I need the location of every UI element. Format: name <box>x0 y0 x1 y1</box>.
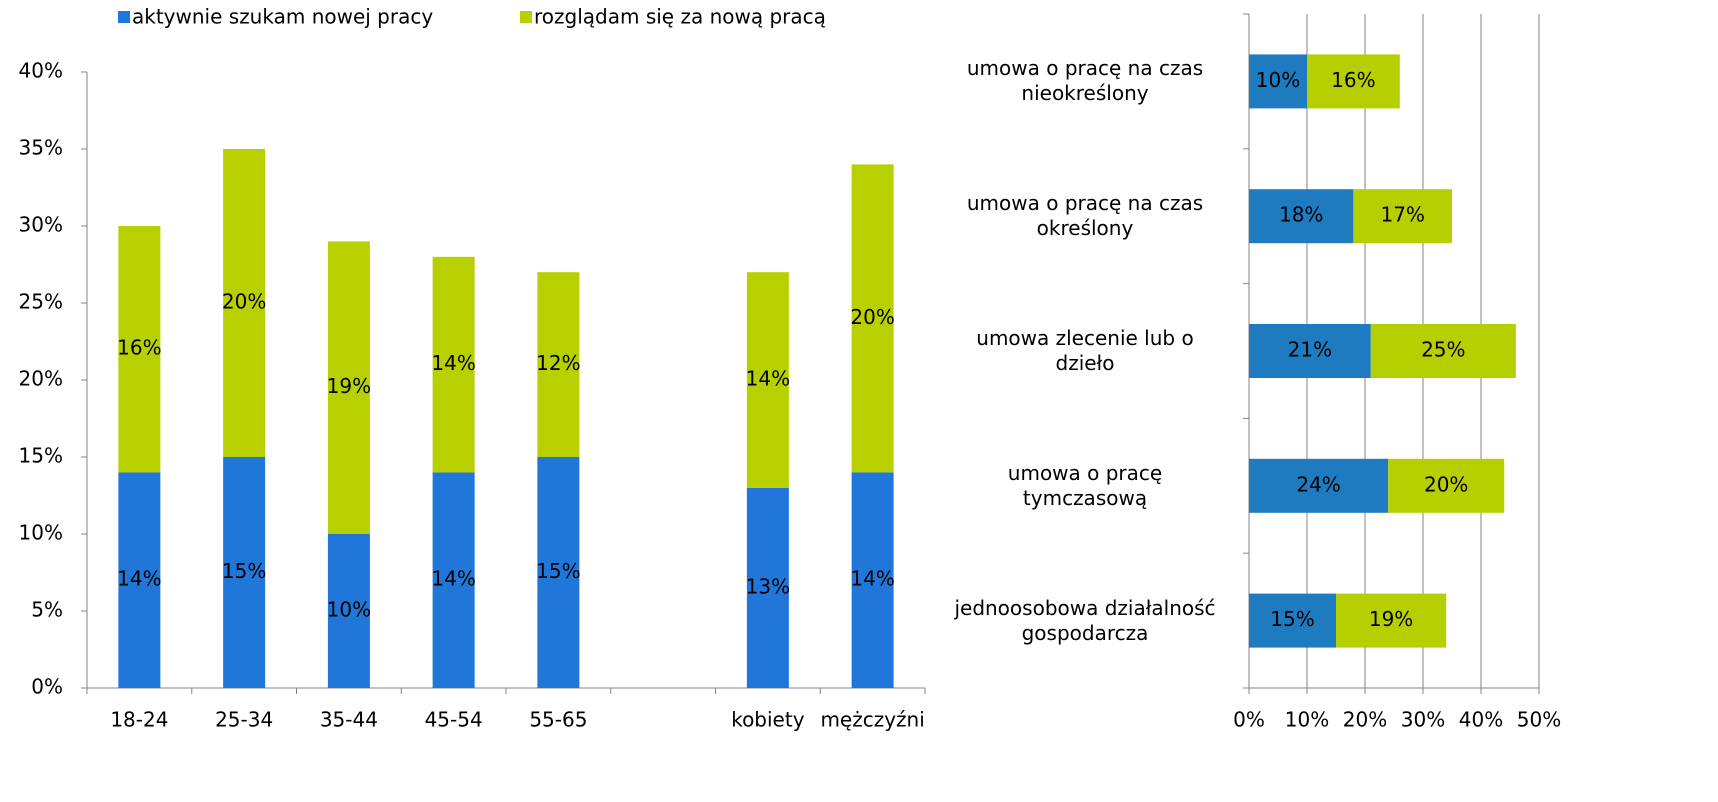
bar-segment <box>1388 458 1505 513</box>
value-label: 13% <box>746 574 790 598</box>
y-tick-label: 40% <box>19 59 63 83</box>
bar-segment <box>118 226 161 473</box>
x-tick-label: 40% <box>1459 708 1503 732</box>
x-tick-label: kobiety <box>731 708 805 732</box>
value-label: 14% <box>431 351 475 375</box>
value-label: 19% <box>327 374 371 398</box>
bar-segment <box>1249 54 1307 109</box>
y-tick-label: jednoosobowa działalność gospodarcza <box>954 595 1216 645</box>
value-label: 16% <box>1331 68 1375 92</box>
value-label: 20% <box>222 290 266 314</box>
bar-segment <box>537 272 580 457</box>
y-tick-label: 35% <box>19 136 63 160</box>
value-label: 16% <box>117 336 161 360</box>
bar-segment <box>223 149 266 457</box>
x-tick-label: mężczyźni <box>820 708 924 732</box>
y-tick-label: 25% <box>19 290 63 314</box>
value-label: 14% <box>431 567 475 591</box>
value-label: 15% <box>1270 607 1314 631</box>
y-tick-label: 5% <box>31 598 63 622</box>
value-label: 15% <box>536 559 580 583</box>
y-tick-label: 20% <box>19 367 63 391</box>
bar-segment <box>1370 324 1516 378</box>
y-tick-label: umowa o pracę na czas nieokreślony <box>966 56 1204 106</box>
y-tick-label: umowa o pracę na czas określony <box>966 191 1204 241</box>
value-label: 21% <box>1288 338 1332 362</box>
bar-segment <box>746 487 789 688</box>
bar-segment <box>1249 189 1354 244</box>
bar-segment <box>432 256 475 473</box>
bar-segment <box>1353 189 1452 244</box>
x-tick-label: 20% <box>1343 708 1387 732</box>
value-label: 10% <box>1256 68 1300 92</box>
value-label: 14% <box>746 367 790 391</box>
x-tick-label: 45-54 <box>425 708 483 732</box>
legend-label: rozglądam się za nową pracą <box>534 5 826 29</box>
y-tick-label: umowa zlecenie lub o dzieło <box>976 326 1194 375</box>
value-label: 12% <box>536 351 580 375</box>
bar-segment <box>851 164 894 473</box>
value-label: 17% <box>1380 203 1424 227</box>
legend-swatch <box>520 11 532 23</box>
y-tick-label: umowa o pracę tymczasową <box>1007 460 1163 510</box>
value-label: 14% <box>850 567 894 591</box>
x-tick-label: 35-44 <box>320 708 378 732</box>
value-label: 10% <box>327 598 371 622</box>
value-label: 19% <box>1369 607 1413 631</box>
x-tick-label: 10% <box>1285 708 1329 732</box>
bar-segment <box>746 272 789 488</box>
y-tick-label: 0% <box>31 675 63 699</box>
value-label: 20% <box>850 305 894 329</box>
bar-segment <box>1249 593 1336 648</box>
bar-segment <box>432 472 475 688</box>
x-tick-label: 0% <box>1233 708 1265 732</box>
bar-segment <box>327 534 370 688</box>
bar-segment <box>118 472 161 688</box>
value-label: 25% <box>1421 338 1465 362</box>
bar-segment <box>327 241 370 534</box>
y-tick-label: 30% <box>19 213 63 237</box>
x-tick-label: 25-34 <box>215 708 273 732</box>
legend-label: aktywnie szukam nowej pracy <box>132 5 433 29</box>
x-tick-label: 30% <box>1401 708 1445 732</box>
bar-segment <box>1336 593 1447 648</box>
bar-segment <box>537 457 580 688</box>
x-tick-label: 50% <box>1517 708 1561 732</box>
value-label: 18% <box>1279 203 1323 227</box>
value-label: 15% <box>222 559 266 583</box>
value-label: 20% <box>1424 472 1468 496</box>
bar-segment <box>851 472 894 688</box>
x-tick-label: 18-24 <box>110 708 168 732</box>
y-tick-label: 15% <box>19 444 63 468</box>
legend-swatch <box>118 11 130 23</box>
bar-segment <box>1307 54 1400 109</box>
y-tick-label: 10% <box>19 521 63 545</box>
value-label: 14% <box>117 567 161 591</box>
x-tick-label: 55-65 <box>529 708 587 732</box>
bar-segment <box>223 457 266 688</box>
value-label: 24% <box>1296 472 1340 496</box>
bar-segment <box>1249 458 1389 513</box>
bar-segment <box>1249 324 1371 378</box>
